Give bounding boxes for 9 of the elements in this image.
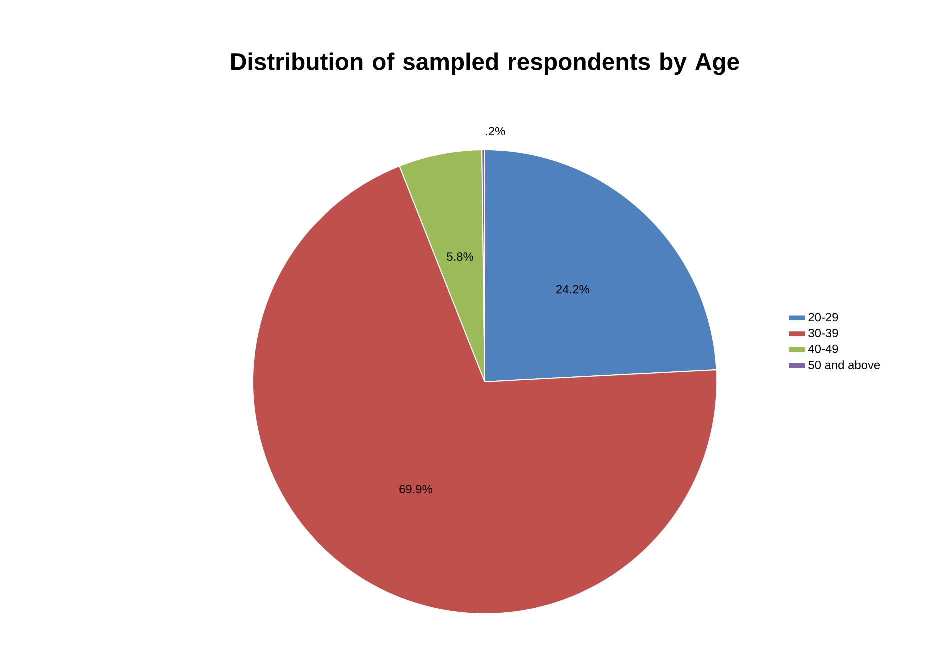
legend-label: 50 and above: [808, 360, 880, 370]
data-label: .2%: [486, 127, 506, 136]
chart-title: Distribution of sampled respondents by Age: [232, 52, 740, 76]
legend-label: 40-49: [808, 344, 838, 354]
legend-label: 20-29: [808, 313, 838, 322]
data-label: 5.8%: [447, 252, 474, 262]
data-label: 24.2%: [556, 285, 590, 294]
legend-label: 30-39: [808, 329, 838, 338]
data-label: 69.9%: [400, 485, 433, 494]
